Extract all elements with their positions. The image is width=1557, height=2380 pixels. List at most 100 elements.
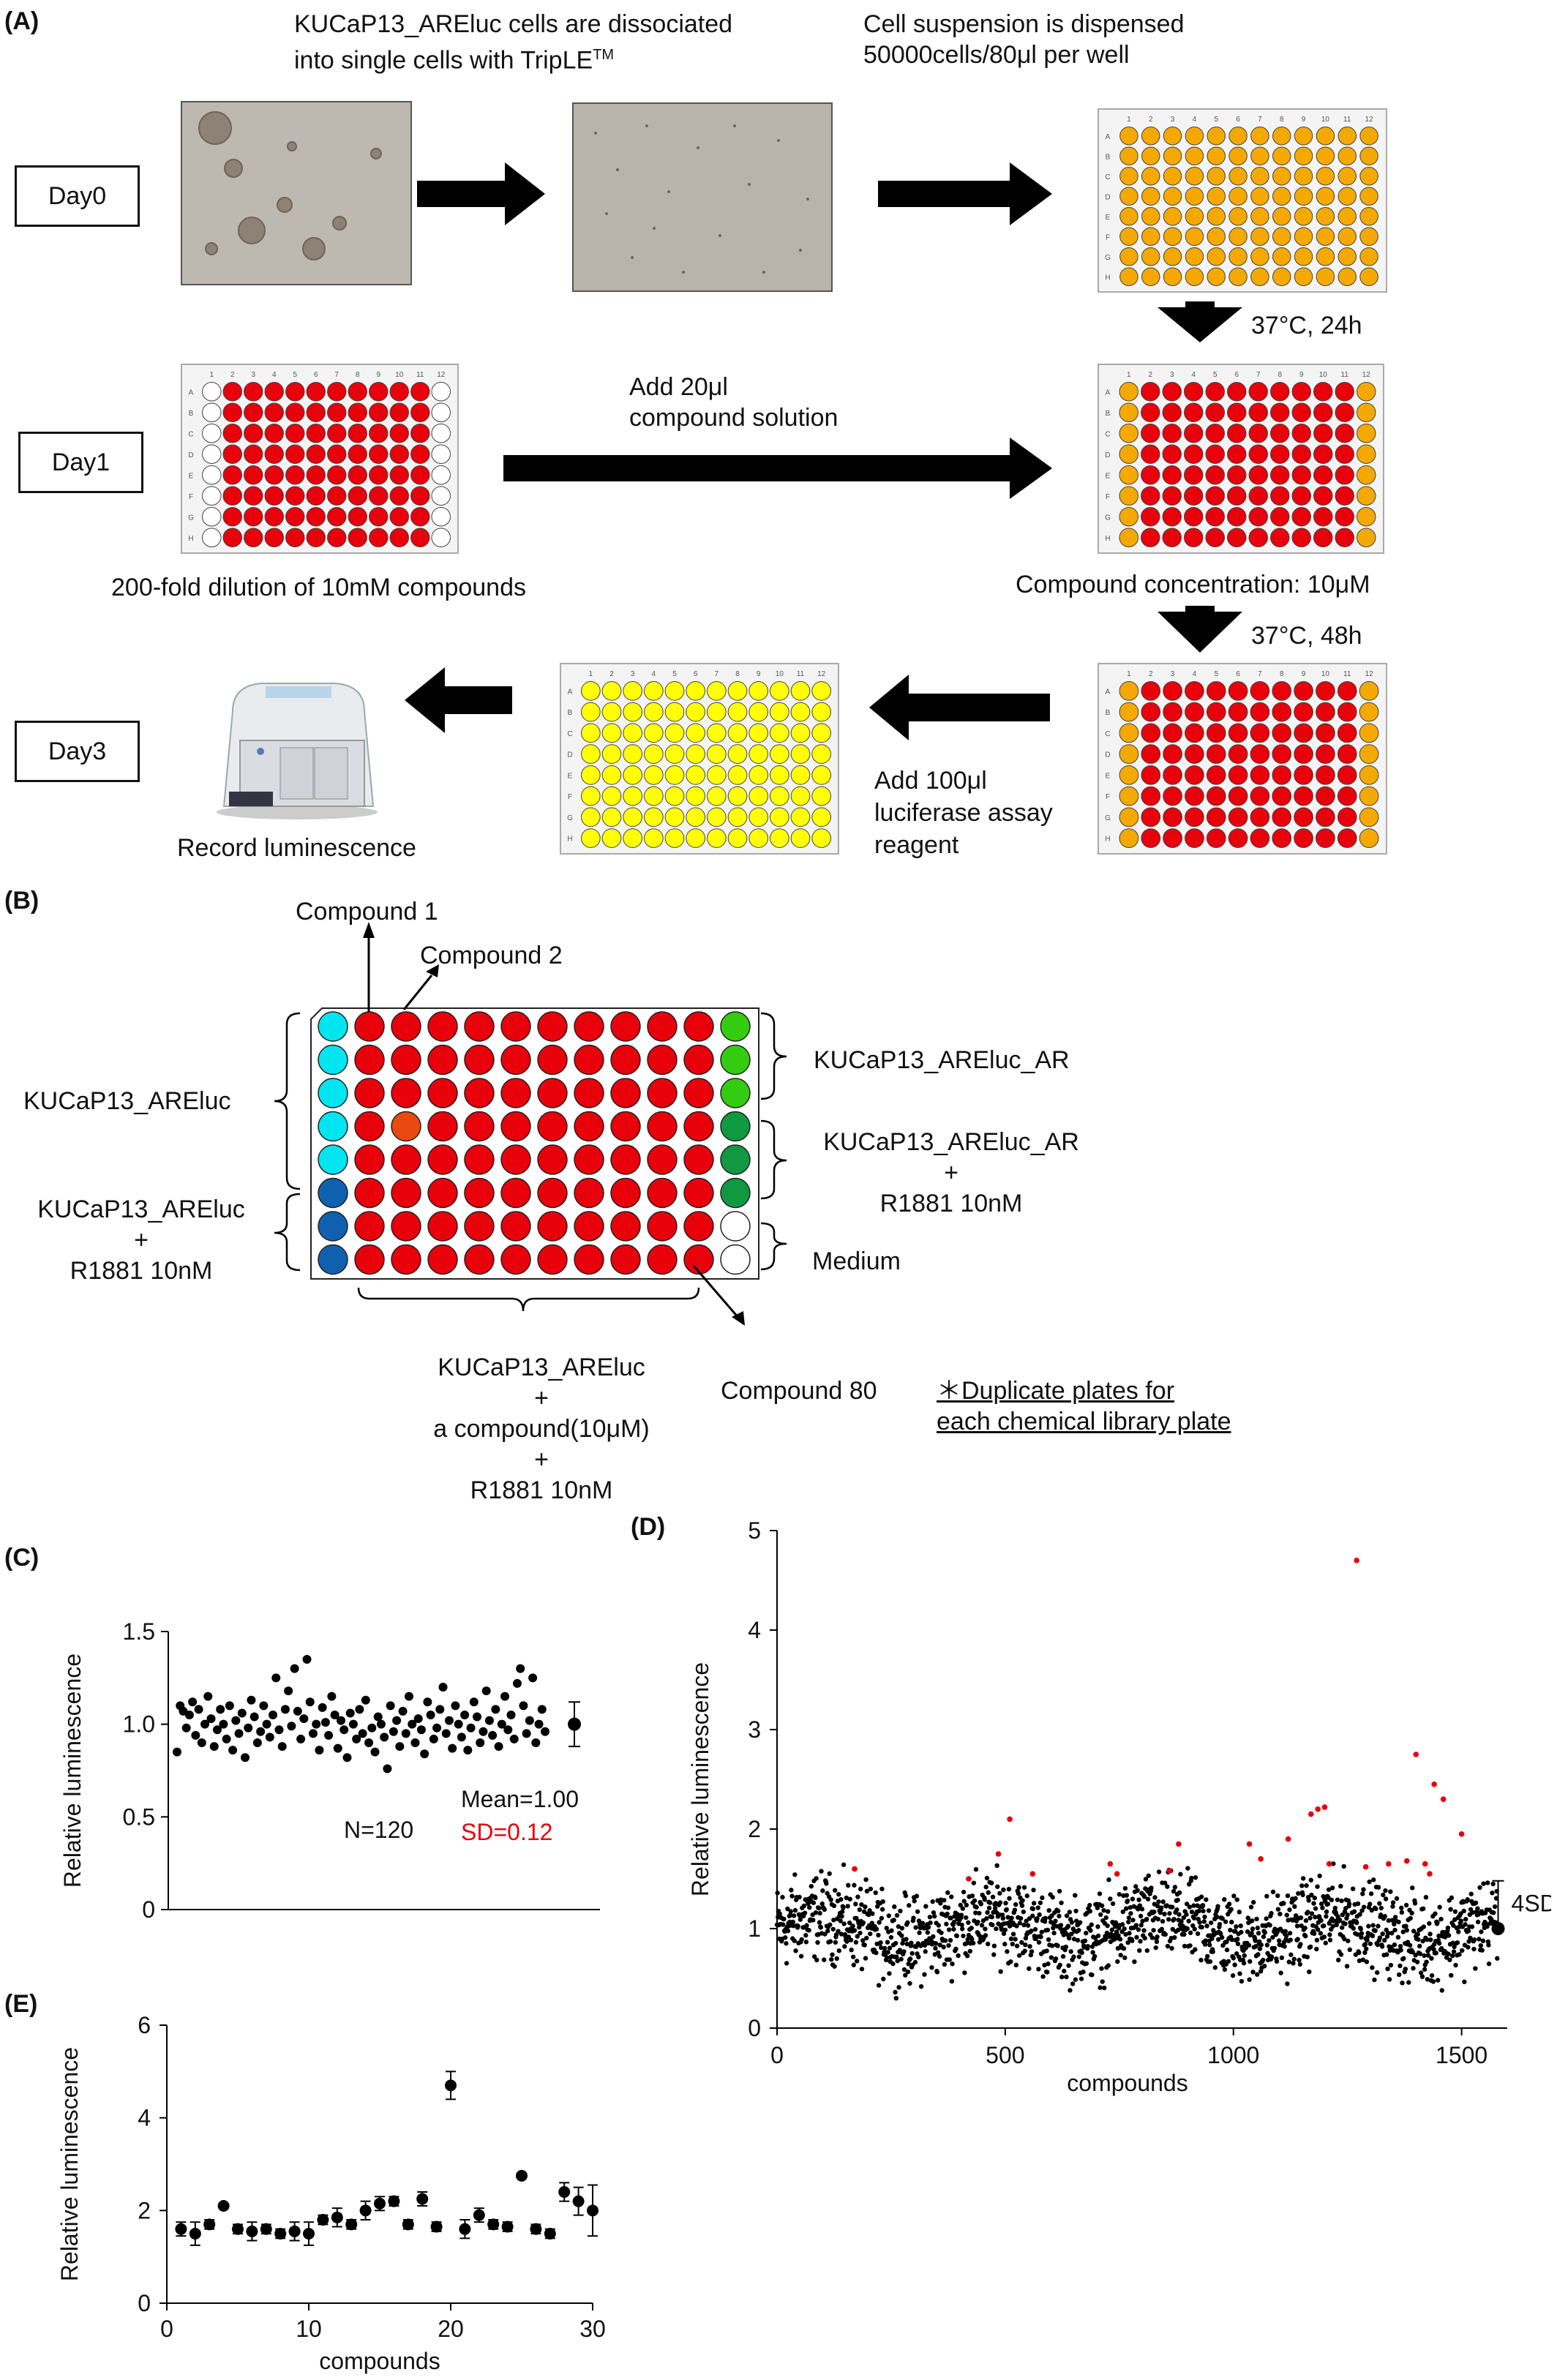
plate-well bbox=[1270, 382, 1290, 402]
plate-well bbox=[202, 486, 222, 506]
d-point bbox=[1008, 1936, 1014, 1942]
d-point bbox=[1433, 1951, 1438, 1956]
d-point bbox=[1099, 1966, 1104, 1971]
plate-well bbox=[1141, 187, 1160, 206]
d-point bbox=[1291, 1961, 1296, 1966]
d-point bbox=[966, 1920, 971, 1925]
c-point bbox=[184, 1711, 194, 1719]
d-point bbox=[1254, 1972, 1260, 1977]
e-x-tick-label: 20 bbox=[438, 2316, 464, 2342]
e-x-tick-label: 10 bbox=[296, 2316, 322, 2342]
plate-well bbox=[1163, 127, 1182, 146]
layout-well bbox=[391, 1211, 421, 1242]
d-point bbox=[850, 1923, 855, 1929]
plate-well bbox=[1207, 207, 1226, 226]
left-bottom-line3: R1881 10nM bbox=[70, 1257, 213, 1285]
d-point bbox=[1311, 1931, 1317, 1937]
right-top-label: KUCaP13_AREluc_AR bbox=[814, 1046, 1070, 1074]
c-point bbox=[460, 1711, 470, 1719]
e-point bbox=[459, 2223, 471, 2235]
plate-col-label: 6 bbox=[694, 670, 698, 678]
d-point bbox=[1035, 1916, 1040, 1921]
d-point bbox=[1334, 1922, 1339, 1928]
d-point bbox=[1231, 1956, 1236, 1961]
bottom-line4: + bbox=[534, 1446, 549, 1474]
d-point bbox=[1103, 1937, 1108, 1942]
d-point bbox=[1367, 1879, 1372, 1885]
d-point bbox=[1106, 1909, 1111, 1914]
d-point bbox=[1411, 1929, 1417, 1934]
plate-well bbox=[1250, 723, 1270, 743]
d-point bbox=[851, 1962, 856, 1967]
d-point bbox=[1297, 1962, 1303, 1967]
c-point bbox=[318, 1703, 327, 1712]
plate-well bbox=[1205, 465, 1225, 485]
d-hit-point bbox=[1403, 1858, 1410, 1864]
d-point bbox=[1125, 1940, 1130, 1945]
d-point bbox=[1218, 1932, 1223, 1937]
plate-well bbox=[1272, 207, 1291, 226]
d-point bbox=[1386, 1930, 1391, 1936]
d-point bbox=[1044, 1948, 1049, 1953]
c-point bbox=[395, 1742, 405, 1752]
d-point bbox=[1181, 1915, 1186, 1921]
d-point bbox=[1229, 1937, 1235, 1942]
d-point bbox=[1360, 1891, 1365, 1896]
plate-well bbox=[727, 786, 748, 806]
d-point bbox=[1019, 1940, 1024, 1945]
plate-well bbox=[202, 444, 222, 464]
plate-well bbox=[644, 765, 664, 785]
c-point bbox=[457, 1733, 466, 1742]
d-point bbox=[1038, 1934, 1043, 1940]
d-point bbox=[1057, 1913, 1062, 1919]
d-point bbox=[1456, 1924, 1462, 1930]
c-point bbox=[361, 1695, 370, 1705]
d-point bbox=[1486, 1942, 1491, 1948]
plate-well bbox=[1206, 765, 1226, 785]
d-point bbox=[1447, 1957, 1452, 1962]
d-point bbox=[879, 1886, 885, 1891]
right-mid-label: KUCaP13_AREluc_AR + R1881 10nM bbox=[808, 1127, 1094, 1219]
plate-well bbox=[1359, 146, 1378, 165]
d-point bbox=[1327, 1937, 1333, 1942]
plate-col-label: 2 bbox=[1149, 116, 1153, 124]
c-point bbox=[522, 1729, 531, 1738]
plate-well bbox=[1250, 146, 1269, 165]
c-point bbox=[339, 1725, 349, 1735]
plate-well bbox=[1313, 444, 1333, 464]
d-point bbox=[1429, 1972, 1435, 1978]
plate-well bbox=[727, 765, 748, 785]
d-point bbox=[903, 1893, 909, 1899]
d-point bbox=[1389, 1918, 1395, 1923]
d-point bbox=[1092, 1953, 1098, 1959]
c-point bbox=[491, 1705, 500, 1714]
plate-well bbox=[707, 807, 727, 827]
plate-col-label: 8 bbox=[356, 371, 360, 379]
plate-well bbox=[1359, 127, 1378, 146]
plate-well bbox=[644, 807, 664, 827]
plate-well bbox=[1357, 382, 1376, 402]
plate-well bbox=[1228, 807, 1248, 827]
d-point bbox=[916, 1918, 922, 1923]
plate-well bbox=[1119, 424, 1138, 443]
d-point bbox=[1329, 1897, 1335, 1903]
d-point bbox=[1106, 1963, 1111, 1968]
layout-well bbox=[500, 1078, 531, 1108]
d-point bbox=[894, 1954, 899, 1960]
plate-well bbox=[601, 765, 622, 785]
compound2-arrow bbox=[402, 975, 433, 1010]
plate-row-label: A bbox=[189, 388, 194, 397]
d-point bbox=[914, 1893, 920, 1899]
d-point bbox=[1021, 1922, 1027, 1928]
d-point bbox=[1025, 1923, 1031, 1928]
d-point bbox=[1286, 1959, 1292, 1964]
d-point bbox=[933, 1945, 938, 1951]
c-y-tick-label: 0.5 bbox=[123, 1803, 155, 1830]
d-point bbox=[869, 1921, 874, 1926]
d-point bbox=[1064, 1913, 1070, 1918]
plate-well bbox=[601, 828, 622, 848]
e-point bbox=[203, 2218, 216, 2231]
d-point bbox=[1390, 1904, 1395, 1909]
